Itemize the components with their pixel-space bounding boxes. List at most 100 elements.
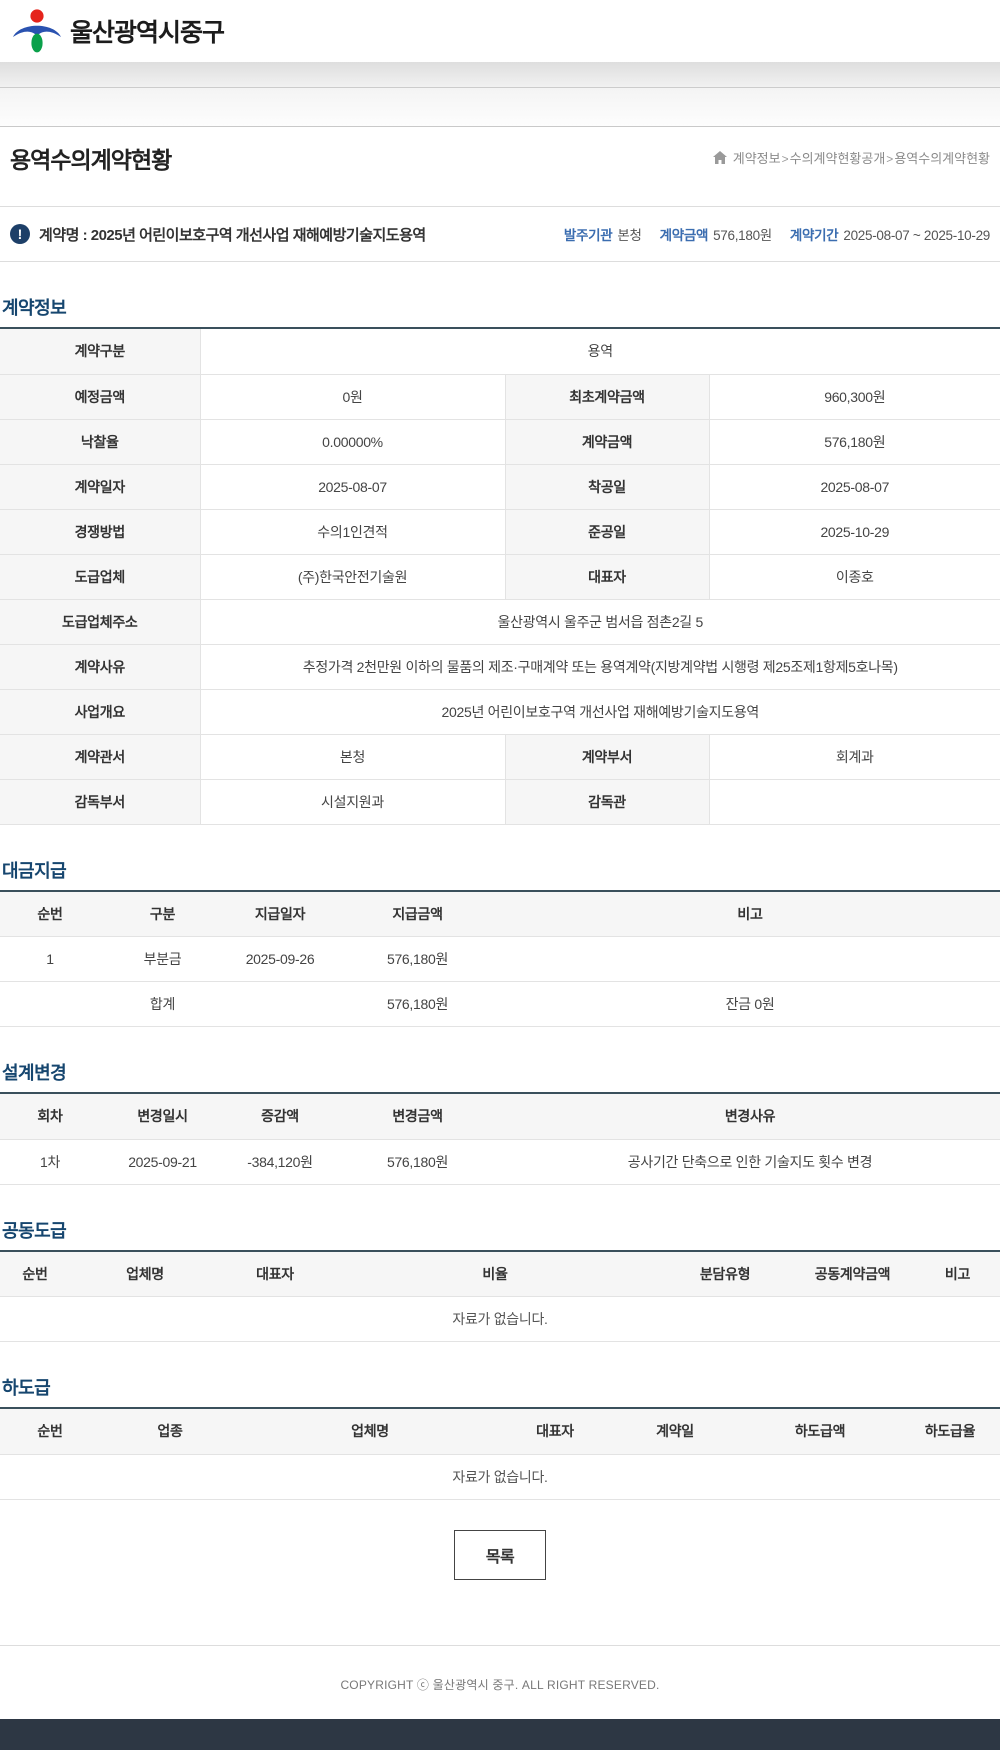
table-cell: 2025-09-21 bbox=[100, 1139, 225, 1185]
table-cell: 576,180원 bbox=[335, 936, 500, 982]
table-row: 계약구분 용역 bbox=[0, 329, 1000, 375]
info-label-cell: 계약관서 bbox=[0, 733, 201, 780]
brand-logo-text: 울산광역시중구 bbox=[70, 19, 225, 47]
info-value-cell: 0.00000% bbox=[199, 418, 506, 465]
table-row: 계약사유 추정가격 2천만원 이하의 물품의 제조·구매계약 또는 용역계약(지방… bbox=[0, 643, 1000, 690]
table-row: 계약관서 본청 계약부서 회계과 bbox=[0, 733, 1000, 780]
info-value-cell: 회계과 bbox=[708, 733, 1000, 780]
empty-message-cell: 자료가 없습니다. bbox=[0, 1296, 1000, 1342]
spacer bbox=[0, 1580, 1000, 1646]
design-change-table: 회차 변경일시 증감액 변경금액 변경사유 1차 2025-09-21 -384,120원 57… bbox=[0, 1094, 1000, 1185]
section-title-subcontract: 하도급 bbox=[0, 1374, 1000, 1409]
table-header-cell: 순번 bbox=[0, 1409, 100, 1455]
table-header-row: 순번 구분 지급일자 지급금액 비고 bbox=[0, 891, 1000, 937]
contract-meta-label: 계약금액 bbox=[659, 228, 709, 243]
info-label-cell: 도급업체 bbox=[0, 553, 201, 600]
info-value-cell: 0원 bbox=[199, 373, 506, 420]
info-value-cell: 2025-08-07 bbox=[199, 463, 506, 510]
info-label-cell: 계약사유 bbox=[0, 643, 201, 690]
table-cell: 2025-09-26 bbox=[225, 936, 335, 982]
brand-logo[interactable]: 울산광역시중구 bbox=[12, 8, 225, 54]
header-shadow-band bbox=[0, 62, 1000, 88]
section-title-joint-contract: 공동도급 bbox=[0, 1217, 1000, 1252]
table-empty-row: 자료가 없습니다. bbox=[0, 1296, 1000, 1342]
button-area: 목록 bbox=[0, 1529, 1000, 1580]
info-value-cell: 576,180원 bbox=[708, 418, 1000, 465]
table-row: 경쟁방법 수의1인견적 준공일 2025-10-29 bbox=[0, 508, 1000, 555]
breadcrumb-item-2[interactable]: 수의계약현황공개 bbox=[789, 151, 886, 166]
footer-bottom-bar bbox=[0, 1719, 1000, 1750]
section-title-payment: 대금지급 bbox=[0, 857, 1000, 892]
contract-meta-group: 발주기관 본청 계약금액 576,180원 계약기간 2025-08-07 ~ 2025-… bbox=[564, 224, 990, 244]
section-subcontract: 하도급 순번 업종 업체명 대표자 계약일 하도급액 하도급율 자료가 없습니다. bbox=[0, 1374, 1000, 1500]
table-header-cell: 변경일시 bbox=[100, 1094, 225, 1140]
info-label-cell: 도급업체주소 bbox=[0, 598, 201, 645]
table-row: 1 부분금 2025-09-26 576,180원 bbox=[0, 936, 1000, 982]
section-title-contract-info: 계약정보 bbox=[0, 294, 1000, 329]
table-header-cell: 증감액 bbox=[225, 1094, 335, 1140]
info-value-cell: 본청 bbox=[199, 733, 506, 780]
table-header-cell: 대표자 bbox=[500, 1409, 610, 1455]
header-shadow-band-2 bbox=[0, 88, 1000, 127]
info-label-cell: 예정금액 bbox=[0, 373, 201, 420]
info-value-cell: 960,300원 bbox=[708, 373, 1000, 420]
contract-meta-item: 계약기간 2025-08-07 ~ 2025-10-29 bbox=[789, 228, 990, 243]
table-header-row: 회차 변경일시 증감액 변경금액 변경사유 bbox=[0, 1094, 1000, 1140]
table-header-row: 순번 업종 업체명 대표자 계약일 하도급액 하도급율 bbox=[0, 1409, 1000, 1455]
table-header-cell: 변경금액 bbox=[335, 1094, 500, 1140]
list-button[interactable]: 목록 bbox=[454, 1529, 546, 1580]
footer: COPYRIGHT ⓒ 울산광역시 중구. ALL RIGHT RESERVED… bbox=[0, 1645, 1000, 1750]
table-row: 예정금액 0원 최초계약금액 960,300원 bbox=[0, 373, 1000, 420]
site-header: 울산광역시중구 bbox=[0, 0, 1000, 62]
info-value-cell: (주)한국안전기술원 bbox=[199, 553, 506, 600]
table-header-cell: 지급금액 bbox=[335, 891, 500, 937]
breadcrumb-item-1[interactable]: 계약정보 bbox=[732, 151, 781, 166]
page-title: 용역수의계약현황 bbox=[10, 146, 172, 173]
table-row: 감독부서 시설지원과 감독관 bbox=[0, 778, 1000, 825]
main-content: 계약정보 계약구분 용역 예정금액 0원 최초계약금액 960,300원 낙찰율 0.0000… bbox=[0, 262, 1000, 1580]
info-label-cell: 계약구분 bbox=[0, 329, 201, 375]
subcontract-table: 순번 업종 업체명 대표자 계약일 하도급액 하도급율 자료가 없습니다. bbox=[0, 1409, 1000, 1500]
contract-info-table: 계약구분 용역 예정금액 0원 최초계약금액 960,300원 낙찰율 0.00000% 계약금… bbox=[0, 329, 1000, 825]
table-cell bbox=[0, 981, 100, 1027]
table-header-cell: 회차 bbox=[0, 1094, 100, 1140]
info-value-cell: 울산광역시 울주군 범서읍 점촌2길 5 bbox=[199, 598, 1000, 645]
table-header-cell: 분담유형 bbox=[660, 1251, 790, 1297]
table-header-cell: 계약일 bbox=[610, 1409, 740, 1455]
home-icon[interactable] bbox=[712, 151, 727, 164]
table-header-cell: 하도급율 bbox=[900, 1409, 1000, 1455]
info-label-cell: 낙찰율 bbox=[0, 418, 201, 465]
table-cell: -384,120원 bbox=[225, 1139, 335, 1185]
table-header-cell: 대표자 bbox=[220, 1251, 330, 1297]
table-cell: 1차 bbox=[0, 1139, 100, 1185]
info-label-cell: 최초계약금액 bbox=[504, 373, 710, 420]
table-header-cell: 순번 bbox=[0, 891, 100, 937]
table-cell: 1 bbox=[0, 936, 100, 982]
table-header-cell: 하도급액 bbox=[740, 1409, 900, 1455]
contract-meta-label: 계약기간 bbox=[789, 228, 839, 243]
breadcrumb-separator: > bbox=[886, 152, 894, 166]
info-label-cell: 계약금액 bbox=[504, 418, 710, 465]
joint-contract-table: 순번 업체명 대표자 비율 분담유형 공동계약금액 비고 자료가 없습니다. bbox=[0, 1251, 1000, 1342]
section-design-change: 설계변경 회차 변경일시 증감액 변경금액 변경사유 1차 2025-09-21 -384,1… bbox=[0, 1059, 1000, 1185]
info-label-cell: 감독관 bbox=[504, 778, 710, 825]
table-cell: 부분금 bbox=[100, 936, 225, 982]
table-cell bbox=[225, 981, 335, 1027]
table-row: 1차 2025-09-21 -384,120원 576,180원 공사기간 단축으로 인… bbox=[0, 1139, 1000, 1185]
table-cell: 공사기간 단축으로 인한 기술지도 횟수 변경 bbox=[500, 1139, 1000, 1185]
info-icon: ! bbox=[10, 224, 30, 244]
table-row: 도급업체주소 울산광역시 울주군 범서읍 점촌2길 5 bbox=[0, 598, 1000, 645]
table-header-cell: 비율 bbox=[330, 1251, 660, 1297]
table-header-cell: 지급일자 bbox=[225, 891, 335, 937]
breadcrumb-item-3[interactable]: 용역수의계약현황 bbox=[894, 151, 990, 166]
info-label-cell: 준공일 bbox=[504, 508, 710, 555]
info-label-cell: 감독부서 bbox=[0, 778, 201, 825]
table-header-cell: 공동계약금액 bbox=[790, 1251, 915, 1297]
info-value-cell: 2025년 어린이보호구역 개선사업 재해예방기술지도용역 bbox=[199, 688, 1000, 735]
contract-name-group: ! 계약명 : 2025년 어린이보호구역 개선사업 재해예방기술지도용역 bbox=[10, 224, 426, 245]
info-value-cell: 이종호 bbox=[708, 553, 1000, 600]
table-row: 합계 576,180원 잔금 0원 bbox=[0, 981, 1000, 1027]
info-value-cell bbox=[708, 778, 1000, 825]
section-joint-contract: 공동도급 순번 업체명 대표자 비율 분담유형 공동계약금액 비고 자료가 없습니다. bbox=[0, 1217, 1000, 1342]
info-value-cell: 추정가격 2천만원 이하의 물품의 제조·구매계약 또는 용역계약(지방계약법 … bbox=[199, 643, 1000, 690]
